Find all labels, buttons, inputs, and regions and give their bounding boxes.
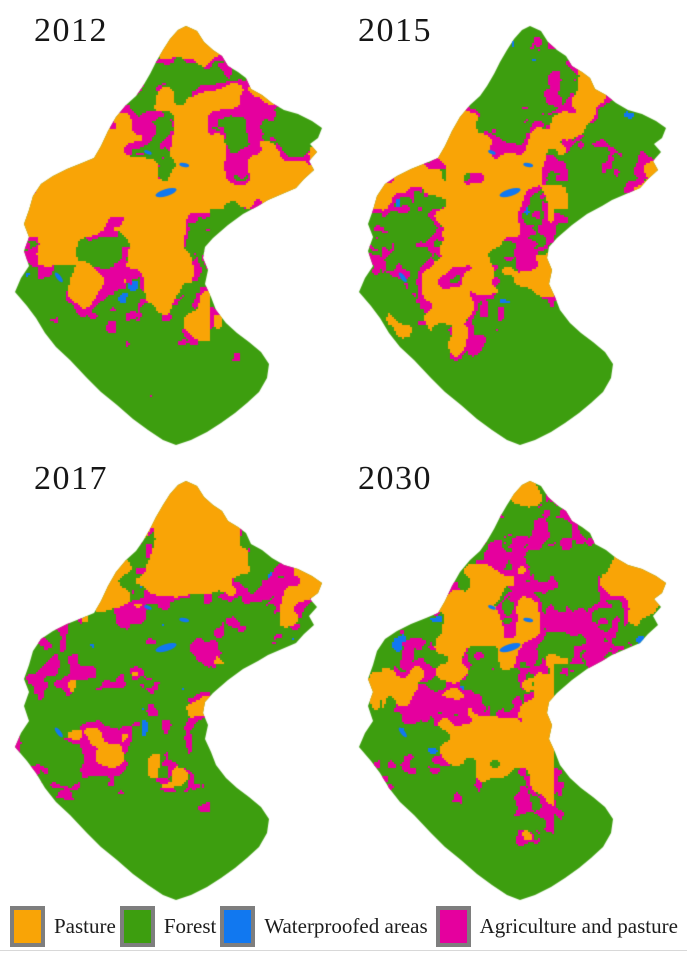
- landuse-map-2030: [344, 455, 687, 905]
- map-panel-2015: 2015: [344, 0, 687, 450]
- legend: Pasture Forest Waterproofed areas Agricu…: [10, 903, 682, 949]
- year-label-2012: 2012: [34, 12, 108, 49]
- map-panel-2030: 2030: [344, 455, 687, 905]
- legend-item-forest: Forest: [119, 905, 217, 947]
- year-label-2030: 2030: [358, 460, 432, 497]
- map-panel-2012: 2012: [0, 0, 343, 450]
- legend-swatch-pasture: [10, 905, 45, 947]
- year-label-2017: 2017: [34, 460, 108, 497]
- legend-item-waterproofed-areas: Waterproofed areas: [220, 905, 428, 947]
- legend-swatch-waterproofed-areas: [220, 905, 256, 947]
- legend-label-forest: Forest: [163, 913, 217, 938]
- landuse-map-2012: [0, 0, 343, 450]
- year-label-2015: 2015: [358, 12, 432, 49]
- legend-item-agriculture-and-pasture: Agriculture and pasture: [435, 905, 678, 947]
- legend-swatch-forest: [119, 905, 155, 947]
- legend-label-pasture: Pasture: [54, 913, 116, 938]
- legend-swatch-agriculture-and-pasture: [435, 905, 471, 947]
- landuse-map-2015: [344, 0, 687, 450]
- legend-label-agriculture-and-pasture: Agriculture and pasture: [479, 913, 678, 938]
- legend-label-waterproofed-areas: Waterproofed areas: [264, 913, 428, 938]
- landuse-map-2017: [0, 455, 343, 905]
- bottom-divider: [0, 950, 687, 951]
- legend-item-pasture: Pasture: [10, 905, 116, 947]
- map-panel-2017: 2017: [0, 455, 343, 905]
